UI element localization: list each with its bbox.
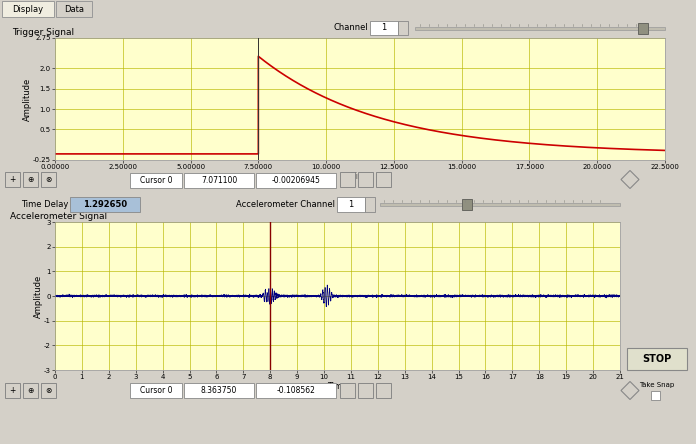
Bar: [380, 203, 620, 206]
Bar: [41, 172, 56, 187]
Text: 1.292650: 1.292650: [83, 199, 127, 209]
Bar: [41, 383, 56, 398]
Text: ⊕: ⊕: [27, 386, 33, 395]
Bar: [638, 23, 648, 34]
Polygon shape: [621, 170, 639, 189]
Bar: [340, 172, 355, 187]
Bar: [358, 383, 373, 398]
Text: ⊗: ⊗: [45, 175, 52, 184]
Text: Time Delay: Time Delay: [21, 199, 68, 209]
Text: Accelerometer Channel: Accelerometer Channel: [236, 199, 335, 209]
Text: STOP: STOP: [642, 354, 672, 364]
Text: Take Snap: Take Snap: [640, 382, 674, 388]
Y-axis label: Amplitude: Amplitude: [33, 274, 42, 317]
Text: Display: Display: [13, 4, 44, 13]
Text: +: +: [9, 175, 16, 184]
Bar: [5, 383, 20, 398]
Text: -0.108562: -0.108562: [276, 386, 315, 395]
Bar: [340, 383, 355, 398]
Text: 1: 1: [381, 24, 386, 32]
Y-axis label: Amplitude: Amplitude: [22, 77, 31, 121]
Bar: [56, 1, 92, 17]
X-axis label: Time: Time: [350, 171, 370, 181]
Bar: [130, 173, 182, 188]
Text: Channel: Channel: [333, 24, 368, 32]
Bar: [415, 27, 665, 30]
Text: +: +: [9, 386, 16, 395]
Text: 8.363750: 8.363750: [201, 386, 237, 395]
Text: 1: 1: [349, 199, 354, 209]
Bar: [184, 173, 254, 188]
Text: Cursor 0: Cursor 0: [140, 176, 172, 185]
Bar: [358, 172, 373, 187]
Bar: [23, 383, 38, 398]
Bar: [256, 383, 336, 398]
Text: Data: Data: [64, 4, 84, 13]
Bar: [365, 197, 375, 212]
Text: Trigger Signal: Trigger Signal: [13, 28, 74, 37]
Bar: [256, 173, 336, 188]
Bar: [376, 383, 391, 398]
Bar: [370, 21, 398, 35]
Bar: [398, 21, 408, 35]
Bar: [130, 383, 182, 398]
Bar: [5, 172, 20, 187]
Bar: [23, 172, 38, 187]
Text: Cursor 0: Cursor 0: [140, 386, 172, 395]
Bar: [376, 172, 391, 187]
Text: -0.00206945: -0.00206945: [271, 176, 320, 185]
Polygon shape: [621, 381, 639, 400]
Bar: [70, 197, 140, 212]
Bar: [462, 199, 472, 210]
X-axis label: Time: Time: [327, 381, 348, 391]
Bar: [184, 383, 254, 398]
Bar: [627, 348, 687, 370]
Bar: [2, 1, 54, 17]
Text: ⊕: ⊕: [27, 175, 33, 184]
Bar: [337, 197, 365, 212]
Text: ⊗: ⊗: [45, 386, 52, 395]
Bar: [651, 391, 660, 400]
Text: Accelerometer Signal: Accelerometer Signal: [10, 212, 107, 221]
Text: 7.071100: 7.071100: [201, 176, 237, 185]
